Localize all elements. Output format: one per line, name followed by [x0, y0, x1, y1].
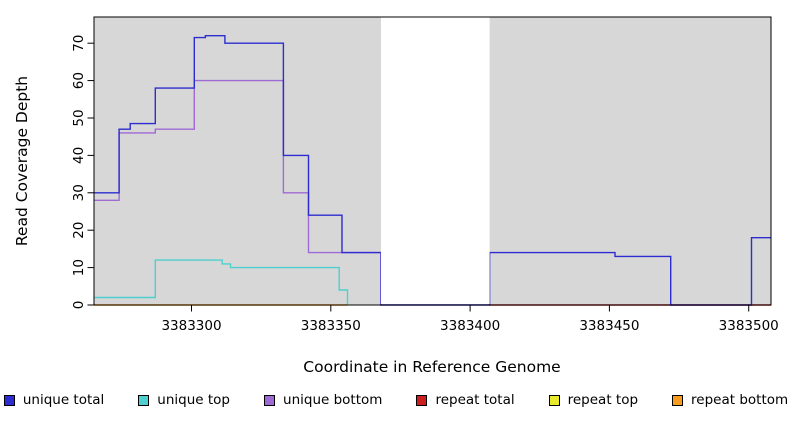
y-tick-label: 30	[71, 184, 87, 201]
legend-swatch-unique-top	[138, 394, 150, 406]
x-tick-label: 3383400	[440, 318, 500, 334]
x-tick-label: 3383450	[579, 318, 639, 334]
legend-label: unique total	[22, 392, 105, 408]
legend-label: repeat bottom	[691, 392, 789, 408]
x-tick-label: 3383350	[301, 318, 361, 334]
y-axis-title: Read Coverage Depth	[13, 76, 31, 246]
chart-layers: 3383300 3383350 3383400 3383450 3383500 0 10 20…	[71, 13, 779, 334]
legend-item-repeat-total: repeat total	[416, 392, 515, 408]
x-tick-label: 3383500	[719, 318, 779, 334]
x-axis-title: Coordinate in Reference Genome	[303, 358, 560, 376]
y-tick-label: 50	[71, 109, 87, 126]
legend-swatch-repeat-top	[548, 394, 560, 406]
legend-swatch-repeat-total	[416, 394, 428, 406]
legend-item-repeat-bottom: repeat bottom	[672, 392, 788, 408]
y-tick-label: 10	[71, 259, 87, 276]
coverage-chart: 3383300 3383350 3383400 3383450 3383500 0 10 20…	[13, 13, 779, 376]
y-tick-label: 60	[71, 72, 87, 89]
legend-item-unique-top: unique top	[138, 392, 230, 408]
legend-swatch-unique-total	[3, 394, 15, 406]
plot-box	[93, 16, 772, 306]
masked-region	[380, 13, 490, 304]
legend-label: unique bottom	[283, 392, 383, 408]
series-line-unique-top	[94, 259, 349, 305]
legend-item-repeat-top: repeat top	[548, 392, 639, 408]
series-line-unique-total	[94, 35, 771, 306]
x-tick-label: 3383300	[161, 318, 221, 334]
legend-item-unique-bottom: unique bottom	[264, 392, 382, 408]
legend-label: repeat total	[435, 392, 515, 408]
y-tick-label: 70	[71, 35, 87, 52]
legend-item-unique-total: unique total	[3, 392, 105, 408]
y-tick-label: 20	[71, 222, 87, 239]
legend-label: repeat top	[567, 392, 639, 408]
chart-legend: unique total unique top unique bottom repea…	[0, 392, 792, 408]
legend-swatch-unique-bottom	[264, 394, 276, 406]
legend-swatch-repeat-bottom	[672, 394, 684, 406]
y-tick-label: 0	[71, 301, 87, 310]
y-tick-label: 40	[71, 147, 87, 164]
legend-label: unique top	[157, 392, 231, 408]
